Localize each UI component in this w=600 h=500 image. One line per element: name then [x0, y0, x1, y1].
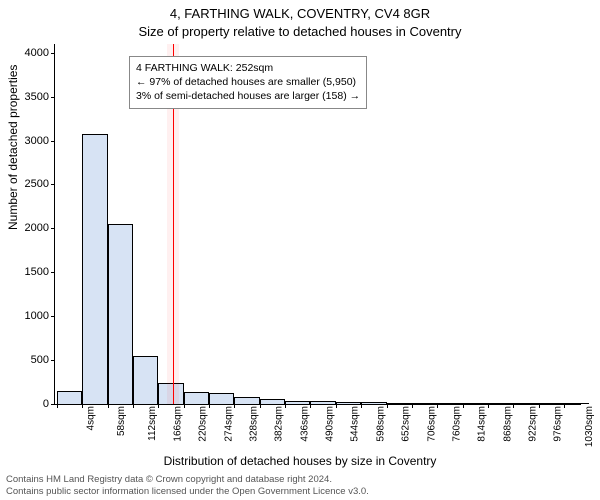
x-tick-mark: [234, 404, 235, 408]
x-tick-label: 58sqm: [116, 406, 127, 436]
legend-line-3: 3% of semi-detached houses are larger (1…: [136, 89, 360, 103]
x-tick-mark: [184, 404, 185, 408]
histogram-bar: [463, 403, 488, 404]
chart-container: 4, FARTHING WALK, COVENTRY, CV4 8GR Size…: [0, 0, 600, 500]
y-axis-label: Number of detached properties: [6, 65, 20, 230]
x-axis-label: Distribution of detached houses by size …: [0, 454, 600, 468]
x-tick-mark: [564, 404, 565, 408]
x-tick-label: 166sqm: [173, 406, 184, 442]
histogram-bar: [57, 391, 82, 404]
x-tick-mark: [158, 404, 159, 408]
histogram-bar: [437, 403, 462, 404]
x-tick-label: 976sqm: [553, 406, 564, 442]
histogram-bar: [234, 397, 259, 404]
legend-box: 4 FARTHING WALK: 252sqm ← 97% of detache…: [129, 56, 367, 109]
histogram-bar: [285, 401, 310, 405]
histogram-bar: [108, 224, 133, 404]
histogram-bar: [336, 402, 361, 404]
y-tick-mark: [51, 404, 55, 405]
x-tick-mark: [310, 404, 311, 408]
chart-title-1: 4, FARTHING WALK, COVENTRY, CV4 8GR: [0, 6, 600, 21]
x-tick-mark: [463, 404, 464, 408]
x-tick-label: 490sqm: [325, 406, 336, 442]
x-tick-label: 274sqm: [223, 406, 234, 442]
x-tick-label: 760sqm: [452, 406, 463, 442]
x-tick-label: 112sqm: [146, 406, 157, 441]
histogram-bar: [184, 392, 209, 404]
x-tick-label: 652sqm: [401, 406, 412, 442]
x-tick-mark: [57, 404, 58, 408]
histogram-bar: [209, 393, 234, 404]
histogram-bar: [564, 403, 589, 404]
x-tick-label: 814sqm: [477, 406, 488, 442]
y-tick-mark: [51, 184, 55, 185]
x-tick-label: 706sqm: [426, 406, 437, 442]
chart-title-2: Size of property relative to detached ho…: [0, 24, 600, 39]
y-tick-mark: [51, 53, 55, 54]
x-tick-mark: [361, 404, 362, 408]
x-tick-label: 598sqm: [375, 406, 386, 442]
histogram-bar: [539, 403, 564, 404]
histogram-bar: [361, 402, 386, 404]
x-tick-label: 382sqm: [274, 406, 285, 442]
x-tick-label: 868sqm: [502, 406, 513, 442]
x-tick-mark: [513, 404, 514, 408]
footer-line-1: Contains HM Land Registry data © Crown c…: [6, 474, 594, 486]
footer-line-2: Contains public sector information licen…: [6, 486, 594, 498]
histogram-bar: [412, 403, 437, 404]
x-tick-label: 220sqm: [198, 406, 209, 442]
y-tick-mark: [51, 97, 55, 98]
x-tick-mark: [209, 404, 210, 408]
histogram-bar: [310, 401, 335, 405]
histogram-bar: [513, 403, 538, 404]
x-tick-label: 1030sqm: [584, 406, 595, 447]
y-tick-mark: [51, 141, 55, 142]
x-tick-mark: [82, 404, 83, 408]
x-tick-label: 922sqm: [528, 406, 539, 442]
x-tick-mark: [133, 404, 134, 408]
footer-attribution: Contains HM Land Registry data © Crown c…: [6, 474, 594, 498]
x-tick-label: 544sqm: [350, 406, 361, 442]
histogram-bar: [82, 134, 107, 404]
x-tick-mark: [539, 404, 540, 408]
y-tick-mark: [51, 228, 55, 229]
x-tick-mark: [108, 404, 109, 408]
x-tick-mark: [437, 404, 438, 408]
x-tick-label: 4sqm: [85, 406, 96, 430]
histogram-bar: [133, 356, 158, 404]
y-tick-mark: [51, 360, 55, 361]
histogram-bar: [387, 403, 412, 404]
x-tick-mark: [260, 404, 261, 408]
histogram-bar: [260, 399, 285, 404]
histogram-bar: [488, 403, 513, 404]
x-tick-mark: [285, 404, 286, 408]
x-tick-mark: [488, 404, 489, 408]
y-tick-mark: [51, 272, 55, 273]
x-tick-mark: [412, 404, 413, 408]
x-tick-mark: [336, 404, 337, 408]
legend-line-1: 4 FARTHING WALK: 252sqm: [136, 61, 360, 75]
x-tick-label: 328sqm: [249, 406, 260, 442]
legend-line-2: ← 97% of detached houses are smaller (5,…: [136, 75, 360, 89]
plot-area: 050010001500200025003000350040004sqm58sq…: [54, 44, 581, 405]
y-tick-mark: [51, 316, 55, 317]
x-tick-label: 436sqm: [299, 406, 310, 442]
x-tick-mark: [387, 404, 388, 408]
